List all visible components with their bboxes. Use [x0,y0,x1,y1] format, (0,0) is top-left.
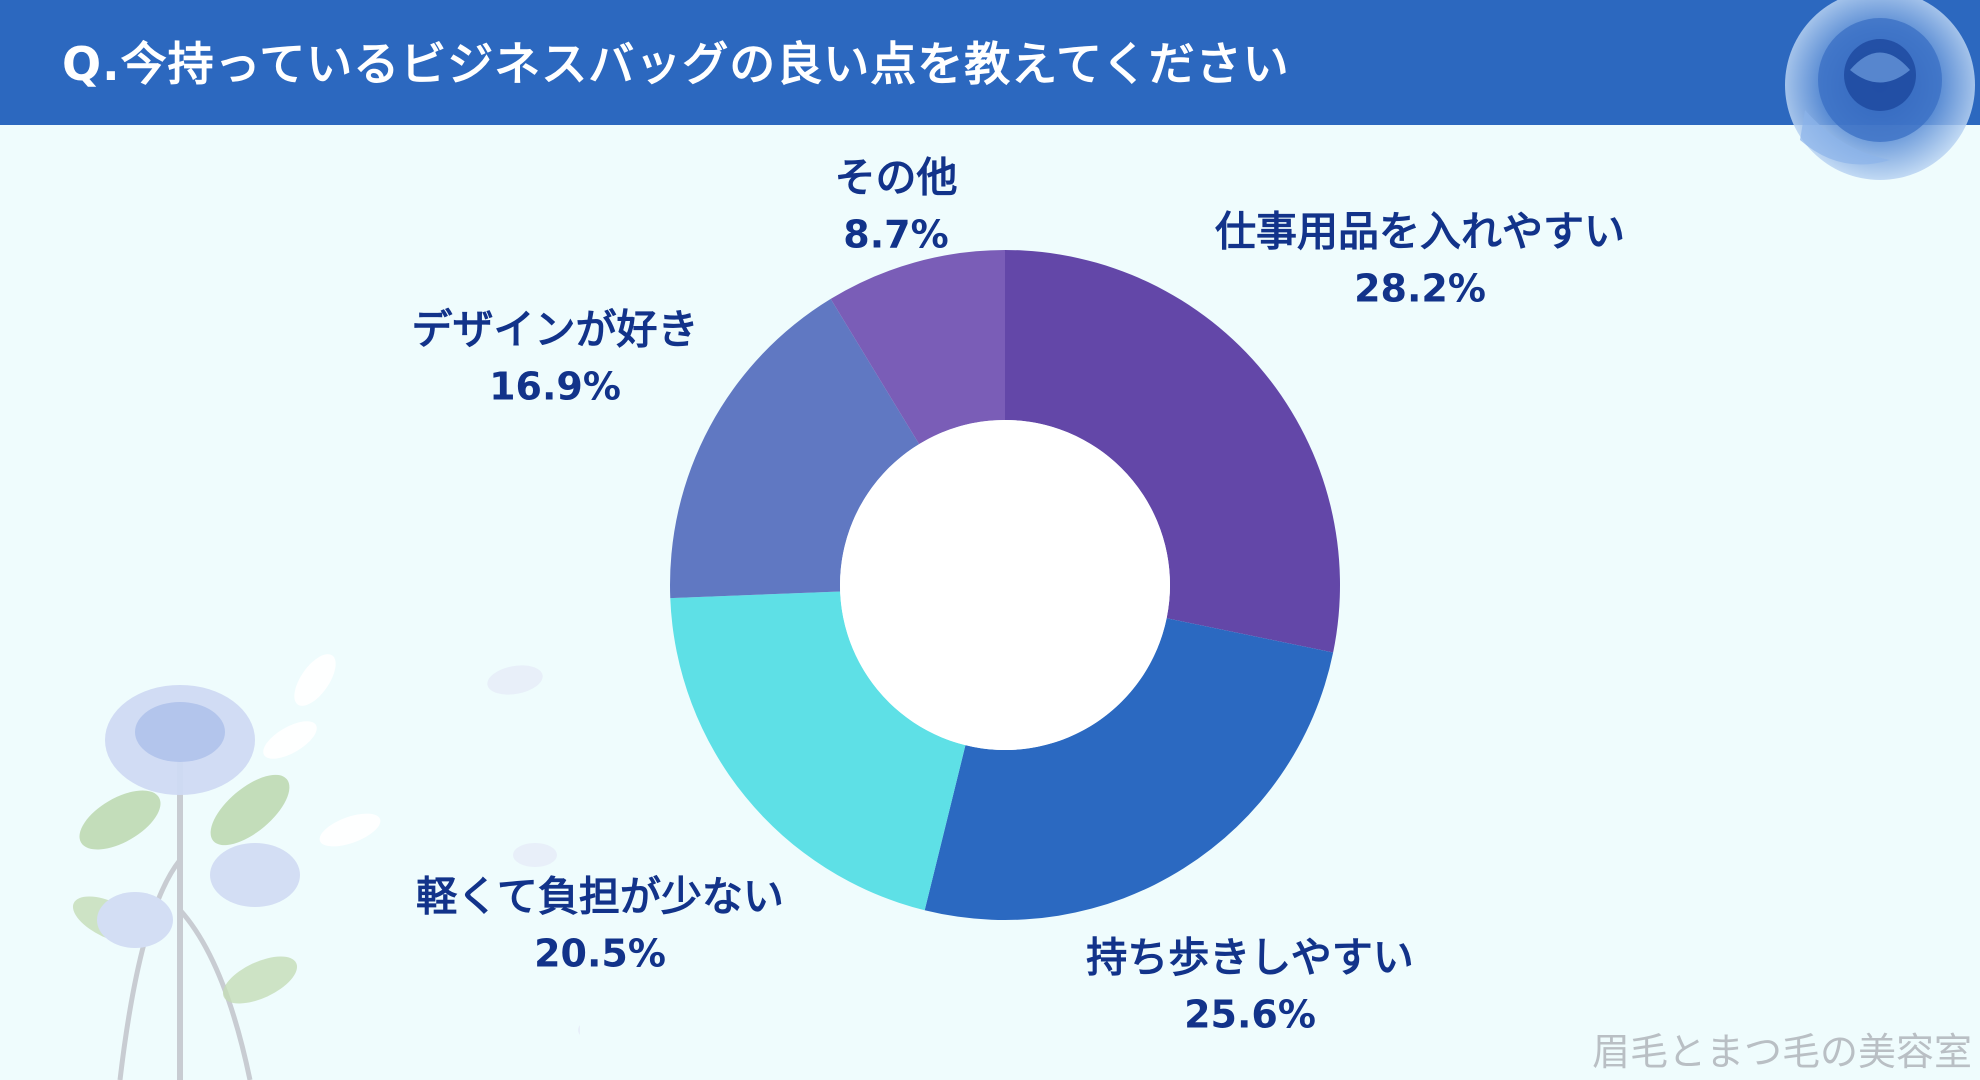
blue-rose-icon [1785,0,1975,180]
header-bar: Q.今持っているビジネスバッグの良い点を教えてください [0,0,1980,125]
pie-slice-2 [924,618,1334,921]
slice-value-label: 28.2% [1354,267,1486,312]
slice-label-5: その他 8.7% [835,149,958,264]
slice-label-4: デザインが好き 16.9% [412,301,699,416]
slice-value-label: 8.7% [843,213,949,258]
slice-label-1: 仕事用品を入れやすい 28.2% [1215,203,1625,318]
watermark-text: 眉毛とまつ毛の美容室 [1591,1030,1972,1074]
page-title: Q.今持っているビジネスバッグの良い点を教えてください [62,37,1290,91]
slice-label-2: 持ち歩きしやすい 25.6% [1086,929,1414,1044]
pie-slice-4 [669,298,920,599]
pie-slice-5 [830,250,1005,445]
slice-value-label: 25.6% [1184,993,1316,1038]
pie-slice-1 [1005,250,1340,653]
rose-bouquet-icon [72,685,300,1080]
donut-hole [840,420,1170,750]
slice-value-label: 16.9% [489,365,621,410]
slice-category-label: デザインが好き [411,305,699,354]
slice-category-label: 持ち歩きしやすい [1086,933,1414,982]
slice-value-label: 20.5% [534,932,666,977]
pie-slice-3 [670,591,966,911]
slice-category-label: 仕事用品を入れやすい [1215,207,1625,256]
petal-icon [263,654,580,1035]
slice-category-label: その他 [834,153,958,202]
slice-category-label: 軽くて負担が少ない [416,872,784,921]
slice-label-3: 軽くて負担が少ない 20.5% [416,868,784,983]
